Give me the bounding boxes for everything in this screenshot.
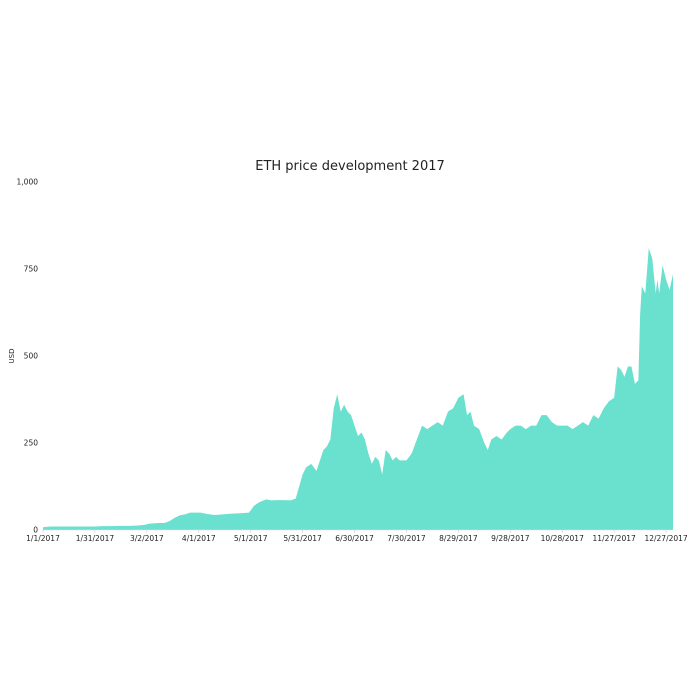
x-tick-label: 1/31/2017 [76, 534, 115, 543]
x-axis-ticks: 1/1/2017 1/31/2017 3/2/2017 4/1/2017 5/1/201… [26, 530, 688, 543]
x-tick-label: 11/27/2017 [593, 534, 636, 543]
y-tick-label: 500 [24, 352, 39, 361]
x-tick-label: 4/1/2017 [182, 534, 216, 543]
y-tick-label: 750 [24, 265, 39, 274]
x-tick-label: 8/29/2017 [439, 534, 478, 543]
y-tick-label: 1,000 [17, 178, 39, 187]
x-tick-label: 12/27/2017 [644, 534, 687, 543]
x-tick-label: 1/1/2017 [26, 534, 60, 543]
y-tick-label: 0 [33, 526, 38, 535]
x-tick-label: 6/30/2017 [335, 534, 374, 543]
x-tick-label: 5/31/2017 [283, 534, 322, 543]
price-area [43, 248, 673, 530]
y-axis-ticks: 0 250 500 750 1,000 [17, 178, 39, 535]
x-tick-label: 10/28/2017 [541, 534, 584, 543]
x-tick-label: 9/28/2017 [491, 534, 530, 543]
x-tick-label: 5/1/2017 [234, 534, 268, 543]
y-axis-label: USD [8, 349, 16, 364]
x-tick-label: 3/2/2017 [130, 534, 164, 543]
y-tick-label: 250 [24, 439, 39, 448]
x-tick-label: 7/30/2017 [387, 534, 426, 543]
chart-title: ETH price development 2017 [255, 159, 445, 174]
